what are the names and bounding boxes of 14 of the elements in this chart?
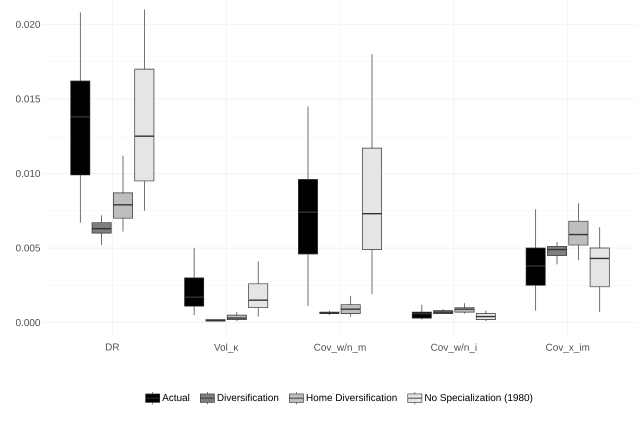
x-tick-label: Cov_w/n_m (314, 344, 366, 353)
x-tick-label: Vol_κ (214, 344, 238, 353)
y-tick-label: 0.005 (16, 244, 40, 252)
x-tick-label: Cov_x_im (546, 344, 590, 353)
legend-label: No Specialization (1980) (425, 394, 532, 404)
legend-label: Home Diversification (306, 394, 397, 402)
x-tick-label: Cov_w/n_i (431, 344, 476, 353)
y-tick-label: 0.020 (16, 20, 40, 28)
y-tick-label: 0.015 (16, 95, 40, 102)
legend-label: Diversification (218, 394, 278, 402)
x-tick-label: DR (106, 344, 120, 350)
y-tick-label: 0.000 (16, 319, 40, 326)
legend-label: Actual (162, 394, 190, 402)
y-tick-label: 0.010 (16, 170, 40, 177)
